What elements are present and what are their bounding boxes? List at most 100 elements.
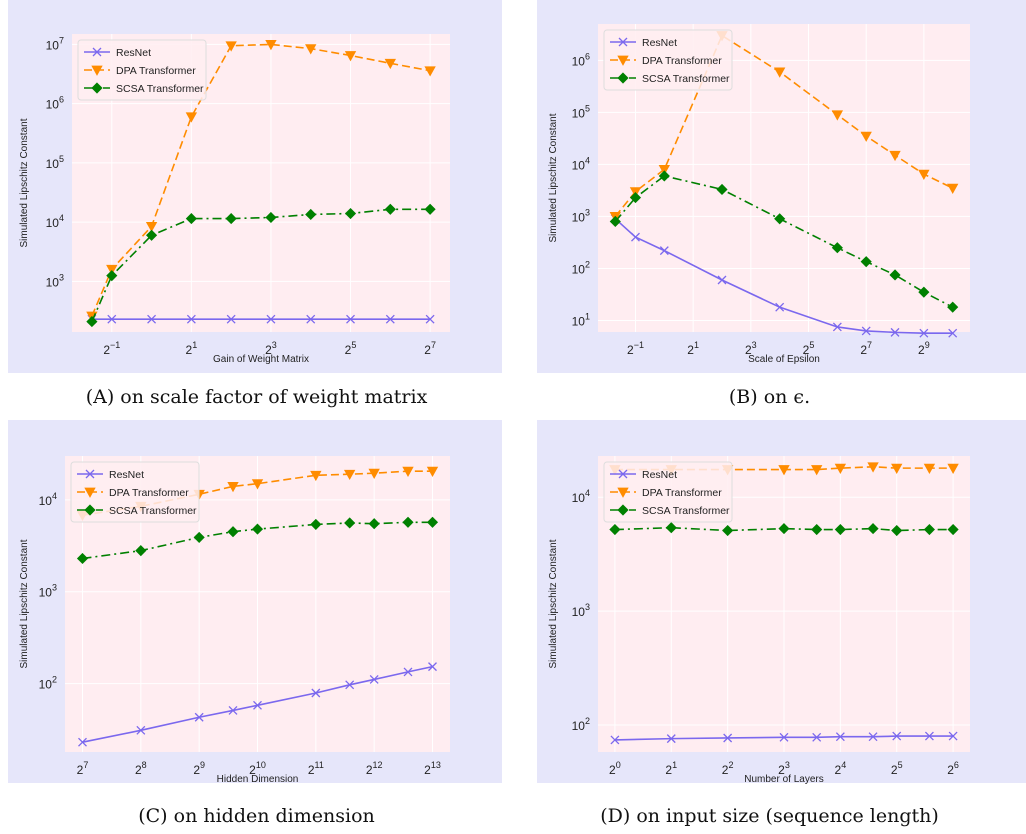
data-point [225, 41, 237, 52]
data-point [426, 466, 439, 478]
tick-exponent: 9 [200, 760, 205, 770]
y-tick-label: 102 [572, 259, 590, 276]
data-point [860, 256, 872, 268]
data-point [923, 463, 936, 474]
data-point [265, 40, 277, 51]
x-tick-label: 28 [135, 760, 147, 777]
series-line [614, 34, 954, 217]
data-point [305, 208, 317, 221]
data-point [305, 44, 317, 55]
data-point [185, 112, 198, 123]
tick-base: 2 [947, 763, 954, 777]
data-point [618, 37, 628, 47]
tick-base: 2 [77, 763, 84, 777]
data-point [835, 732, 845, 742]
data-point [717, 275, 727, 285]
data-point [306, 314, 316, 324]
data-point [891, 463, 903, 474]
data-point [891, 524, 903, 537]
data-point [92, 47, 102, 57]
data-point [107, 314, 117, 324]
tick-exponent: 3 [785, 760, 790, 770]
tick-exponent: 13 [431, 760, 441, 770]
tick-base: 2 [424, 763, 431, 777]
series-line [614, 526, 954, 532]
tick-base: 2 [918, 343, 925, 357]
data-point [147, 314, 157, 324]
data-point [918, 169, 930, 180]
y-tick-label: 105 [572, 103, 590, 120]
tick-base: 2 [745, 343, 752, 357]
y-tick-label: 104 [572, 488, 590, 505]
x-tick-label: 23 [745, 340, 757, 357]
tick-exponent: 4 [585, 488, 590, 498]
x-tick-label: 27 [77, 760, 89, 777]
tick-base: 2 [366, 763, 373, 777]
y-tick-label: 106 [572, 51, 590, 68]
data-point [84, 487, 96, 498]
data-point [834, 463, 847, 474]
legend-label: DPA Transformer [109, 487, 189, 499]
data-point [617, 55, 629, 66]
data-point [424, 66, 436, 77]
caption-text: on input size (sequence length) [630, 805, 939, 827]
x-tick-label: 25 [803, 340, 815, 357]
data-point [311, 688, 321, 698]
tick-base: 2 [722, 763, 729, 777]
data-point [84, 504, 96, 516]
data-point [106, 264, 118, 276]
legend: ResNet DPA Transformer SCSA Transformer [603, 29, 733, 91]
data-point [227, 482, 239, 493]
x-tick-label: 21 [665, 760, 677, 777]
tick-base: 2 [627, 343, 634, 357]
tick-base: 2 [891, 763, 898, 777]
data-point [402, 516, 414, 528]
data-point [924, 731, 934, 741]
data-point [778, 523, 790, 535]
series-line [614, 735, 954, 741]
tick-base: 2 [193, 763, 200, 777]
y-axis-label: Simulated Lipschitz Constant [19, 539, 30, 668]
tick-exponent: −1 [634, 340, 644, 350]
x-tick-label: 211 [308, 760, 324, 777]
tick-base: 10 [46, 216, 60, 230]
series-line [91, 208, 431, 322]
tick-exponent: 2 [585, 259, 590, 269]
tick-exponent: 1 [585, 311, 590, 321]
tick-base: 2 [308, 763, 315, 777]
data-point [384, 58, 396, 70]
data-point [947, 183, 959, 194]
data-point [369, 674, 379, 684]
tick-exponent: 10 [256, 760, 266, 770]
caption-tag: (B) [728, 386, 758, 408]
y-tick-label: 107 [46, 35, 64, 52]
tick-base: 10 [39, 494, 53, 508]
x-tick-label: 21 [687, 340, 699, 357]
y-tick-label: 104 [39, 491, 57, 508]
tick-base: 10 [572, 262, 586, 276]
tick-base: 10 [572, 54, 586, 68]
tick-exponent: 4 [52, 491, 57, 501]
legend-label: SCSA Transformer [642, 505, 730, 517]
tick-exponent: 5 [59, 154, 64, 164]
caption-text: on ϵ. [757, 386, 811, 408]
tick-exponent: 5 [898, 760, 903, 770]
data-point [310, 518, 322, 530]
tick-exponent: −1 [110, 340, 120, 350]
tick-exponent: 12 [373, 760, 383, 770]
tick-base: 2 [345, 343, 352, 357]
data-point [425, 314, 435, 324]
x-tick-label: 24 [835, 760, 847, 777]
series-line [614, 175, 954, 308]
data-point [610, 735, 620, 745]
tick-base: 2 [103, 343, 110, 357]
tick-exponent: 2 [728, 760, 733, 770]
tick-exponent: 1 [672, 760, 677, 770]
legend-label: DPA Transformer [642, 55, 722, 67]
series-scsa-transformer [86, 203, 436, 328]
data-point [343, 469, 356, 481]
data-point [193, 531, 205, 543]
data-point [424, 203, 436, 215]
